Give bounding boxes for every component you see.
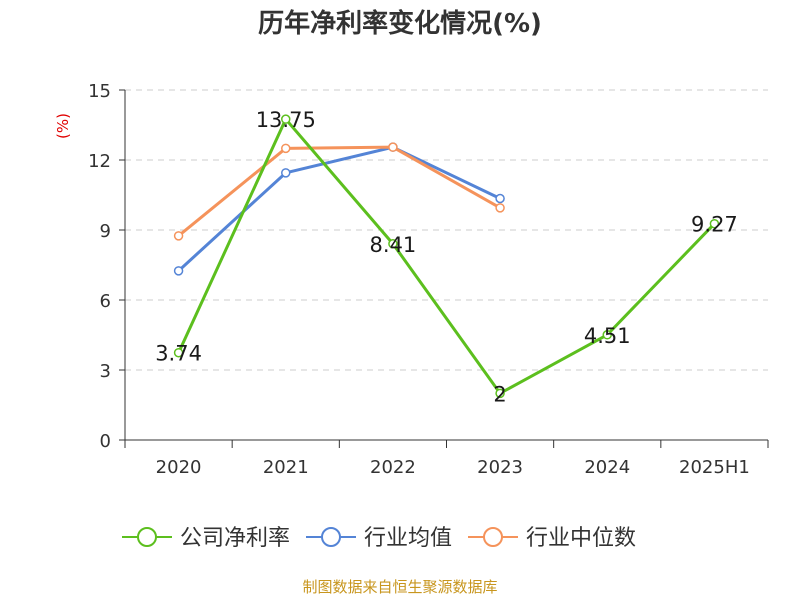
series-line — [177, 145, 501, 237]
legend-label: 行业中位数 — [526, 526, 636, 551]
y-tick-label: 3 — [100, 361, 111, 382]
series-line — [177, 117, 716, 395]
series-line — [177, 145, 501, 272]
legend: 公司净利率 行业均值 行业中位数 — [122, 526, 636, 551]
data-point — [602, 330, 612, 340]
data-point — [173, 347, 184, 358]
x-tick-label: 2025H1 — [679, 457, 750, 478]
legend-item: 公司净利率 — [122, 526, 290, 551]
data-label: 2 — [493, 382, 506, 406]
chart-title: 历年净利率变化情况(%) — [258, 8, 542, 39]
data-label: 8.41 — [370, 233, 417, 257]
legend-marker — [137, 527, 157, 547]
y-tick-label: 9 — [100, 221, 111, 242]
data-point — [709, 218, 720, 229]
data-point — [281, 114, 291, 124]
x-tick-label: 2023 — [477, 457, 523, 478]
data-point — [388, 142, 398, 152]
data-point — [495, 193, 505, 204]
data-label: 9.27 — [691, 213, 738, 237]
data-label: 3.74 — [155, 342, 202, 366]
source-note: 制图数据来自恒生聚源数据库 — [302, 578, 497, 596]
data-point — [281, 143, 291, 154]
series-lines — [173, 114, 720, 399]
legend-label: 行业均值 — [364, 526, 452, 551]
data-point — [495, 203, 505, 213]
data-labels: 3.74 13.75 8.41 2 4.51 9.27 — [155, 108, 738, 406]
axes: 0 3 6 9 12 15 2020 2021 2022 2023 2024 2025H1 — [88, 81, 769, 478]
legend-marker — [321, 527, 341, 547]
legend-marker — [483, 527, 503, 547]
data-point — [388, 239, 398, 249]
legend-label: 公司净利率 — [180, 526, 290, 551]
data-point — [173, 231, 184, 241]
x-tick-label: 2020 — [156, 457, 202, 478]
data-label: 4.51 — [584, 324, 631, 348]
gridlines — [125, 89, 768, 371]
data-point — [173, 266, 184, 276]
x-tick-label: 2022 — [370, 457, 416, 478]
data-label: 13.75 — [256, 108, 316, 132]
x-tick-label: 2021 — [263, 457, 309, 478]
y-tick-label: 12 — [88, 151, 111, 172]
legend-item: 行业均值 — [306, 526, 452, 551]
legend-item: 行业中位数 — [468, 526, 636, 551]
y-tick-label: 15 — [88, 81, 111, 102]
y-tick-label: 6 — [100, 291, 111, 312]
y-axis-unit-label: (%) — [54, 113, 72, 139]
data-point — [281, 168, 291, 178]
y-tick-label: 0 — [100, 431, 111, 452]
x-tick-label: 2024 — [584, 457, 630, 478]
data-point — [495, 388, 505, 399]
